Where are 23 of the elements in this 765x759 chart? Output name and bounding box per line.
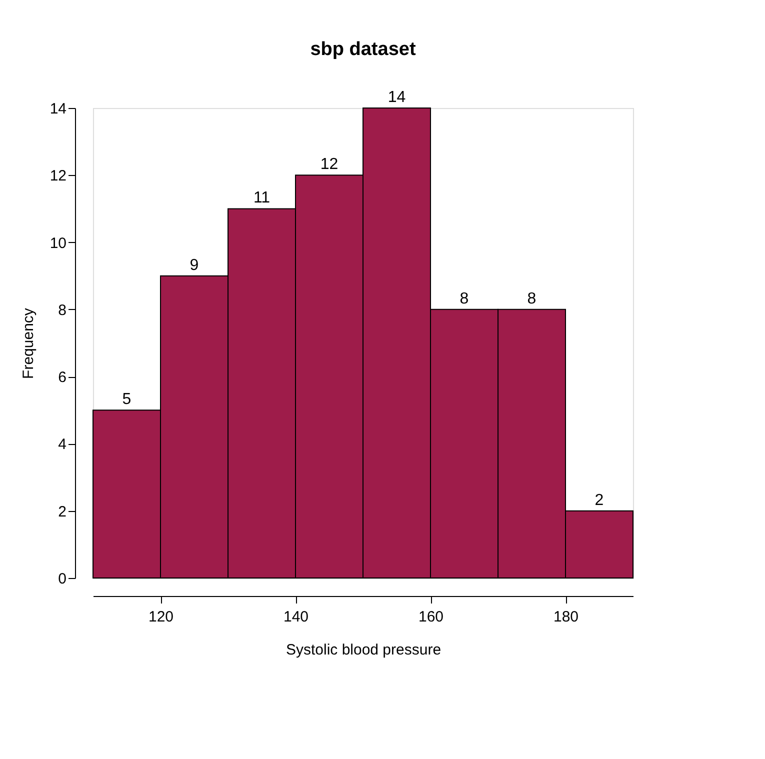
data-label: 14 [388,89,406,106]
data-label: 12 [320,156,338,174]
data-label: 8 [460,290,469,308]
y-tick-label: 8 [58,302,66,319]
data-label: 2 [594,492,604,509]
y-tick-label: 2 [58,503,66,520]
y-tick-label: 6 [58,369,66,386]
x-tick-label: 160 [418,608,444,626]
x-tick-label: 180 [553,608,579,626]
y-tick-label: 14 [50,100,66,118]
data-label: 9 [190,256,199,274]
x-tick-label: 140 [283,608,309,626]
data-label: 11 [253,190,270,207]
x-tick-label: 120 [148,608,174,626]
y-tick-label: 4 [58,436,66,454]
y-tick-label: 10 [50,234,66,252]
x-axis-title: Systolic blood pressure [286,642,442,658]
y-tick-label: 0 [58,570,66,588]
y-axis-title: Frequency [20,308,37,379]
chart-title: sbp dataset [310,39,416,60]
data-label: 5 [122,391,132,408]
y-tick-label: 12 [50,168,66,185]
data-label: 8 [527,290,536,308]
